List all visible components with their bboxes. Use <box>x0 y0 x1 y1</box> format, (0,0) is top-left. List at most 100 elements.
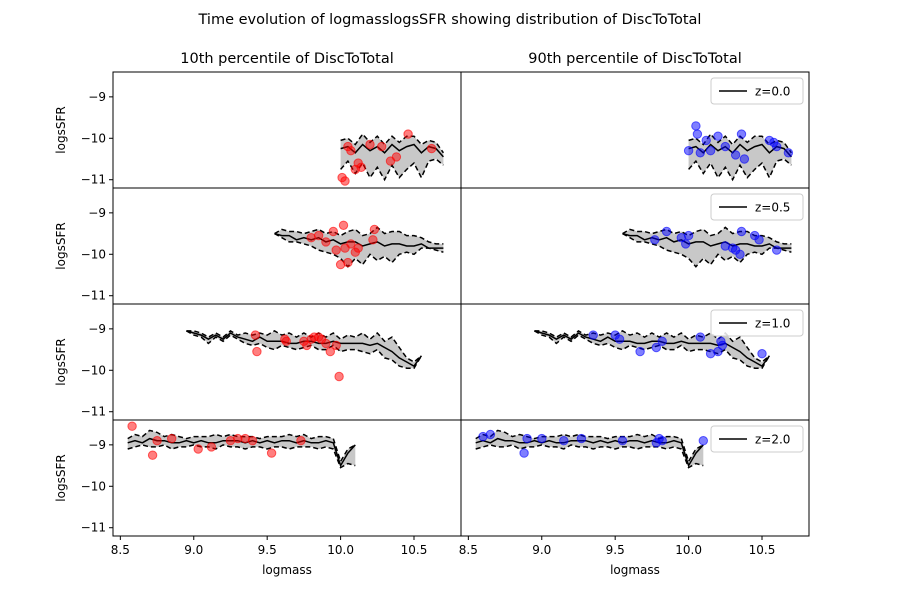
x-tick-label: 8.5 <box>459 543 478 557</box>
x-tick-label: 8.5 <box>111 543 130 557</box>
lower-percentile-line <box>622 232 792 268</box>
percentile-band <box>186 330 422 369</box>
percentile-band <box>688 134 792 180</box>
data-point <box>331 245 341 255</box>
data-point <box>167 433 177 444</box>
x-axis-label-left: logmass <box>262 563 312 577</box>
x-axis-label-right: logmass <box>610 563 660 577</box>
plot-area <box>622 226 792 268</box>
data-point <box>661 226 672 237</box>
data-point <box>328 226 338 237</box>
data-point <box>281 336 291 346</box>
y-tick-label: −9 <box>88 90 106 104</box>
upper-percentile-line <box>186 329 422 363</box>
data-point <box>735 249 745 260</box>
percentile-band <box>475 430 704 468</box>
y-tick-label: −11 <box>81 521 106 535</box>
data-point <box>537 433 547 444</box>
data-point <box>650 235 660 245</box>
y-axis-label: logsSFR <box>54 222 68 269</box>
y-axis-label: logsSFR <box>54 106 68 153</box>
data-point <box>356 162 366 173</box>
data-point <box>692 129 703 139</box>
plot-area <box>683 121 794 182</box>
data-point <box>698 436 708 446</box>
plot-area <box>186 329 423 382</box>
data-point <box>588 330 598 340</box>
data-point <box>651 342 661 353</box>
plot-area <box>274 220 444 270</box>
x-tick-label: 9.0 <box>532 543 551 557</box>
data-point <box>147 450 158 460</box>
data-point <box>302 340 312 351</box>
data-point <box>683 230 694 241</box>
panel-row2-col0: −9 −10 −11 logsSFR <box>54 303 462 421</box>
upper-percentile-line <box>475 429 704 464</box>
data-point <box>343 257 353 268</box>
data-point <box>713 346 723 357</box>
percentile-band <box>622 227 792 267</box>
col-title-left: 10th percentile of DiscToTotal <box>180 51 394 67</box>
data-point <box>485 429 496 440</box>
data-point <box>247 436 258 446</box>
panel-row1-col0: −9 −10 −11 logsSFR <box>54 187 462 305</box>
upper-percentile-line <box>534 329 770 363</box>
data-point <box>559 436 569 446</box>
data-point <box>683 146 694 156</box>
data-point <box>681 239 691 249</box>
data-point <box>368 235 378 245</box>
data-point <box>266 448 277 458</box>
data-point <box>717 340 728 351</box>
data-point <box>321 237 331 247</box>
x-tick-label: 9.0 <box>184 543 203 557</box>
data-point <box>353 243 363 253</box>
data-point <box>340 176 350 186</box>
data-point <box>426 143 437 154</box>
data-point <box>206 442 217 452</box>
y-axis-label: logsSFR <box>54 454 68 501</box>
panel-row0-col1: z=0.0 <box>460 71 810 189</box>
data-point <box>730 150 741 160</box>
data-point <box>338 220 349 231</box>
lower-percentile-line <box>127 444 356 469</box>
panel-row3-col0: −9 −10 −11 logsSFR 8.5 9.0 9.5 10.0 10.5 <box>54 419 462 557</box>
upper-percentile-line <box>622 226 792 245</box>
legend-box <box>710 193 804 221</box>
data-point <box>127 421 137 431</box>
suptitle: Time evolution of logmasslogsSFR showing… <box>198 12 702 28</box>
lower-percentile-line <box>274 232 444 268</box>
y-tick-label: −10 <box>81 363 106 377</box>
data-point <box>757 349 767 359</box>
data-point <box>705 146 716 156</box>
data-point <box>772 141 782 152</box>
lower-percentile-line <box>688 158 792 182</box>
y-tick-label: −11 <box>81 289 106 303</box>
x-tick-label: 9.5 <box>258 543 277 557</box>
data-point <box>576 433 587 444</box>
data-point <box>720 141 730 152</box>
data-point <box>403 129 413 139</box>
y-axis-label: logsSFR <box>54 338 68 385</box>
y-tick-label: −10 <box>81 479 106 493</box>
data-point <box>691 121 701 131</box>
median-line <box>340 143 444 158</box>
y-tick-label: −10 <box>81 131 106 145</box>
data-point <box>739 154 750 164</box>
data-point <box>657 436 667 446</box>
legend-label: z=0.5 <box>755 201 790 215</box>
x-tick-label: 10.5 <box>749 543 776 557</box>
data-point <box>391 152 402 162</box>
panel-row3-col1: 8.5 9.0 9.5 10.0 10.5 z=2.0 <box>459 419 810 557</box>
legend-box <box>710 425 804 453</box>
legend: z=2.0 <box>710 425 804 453</box>
data-point <box>321 338 331 349</box>
panel-row1-col1: z=0.5 <box>460 187 810 305</box>
data-point <box>325 346 335 357</box>
axes-frame <box>460 419 810 537</box>
data-point <box>635 346 645 357</box>
y-tick-label: −9 <box>88 438 106 452</box>
data-point <box>701 135 711 146</box>
legend: z=1.0 <box>710 309 804 337</box>
data-point <box>296 436 306 446</box>
data-point <box>193 444 203 454</box>
